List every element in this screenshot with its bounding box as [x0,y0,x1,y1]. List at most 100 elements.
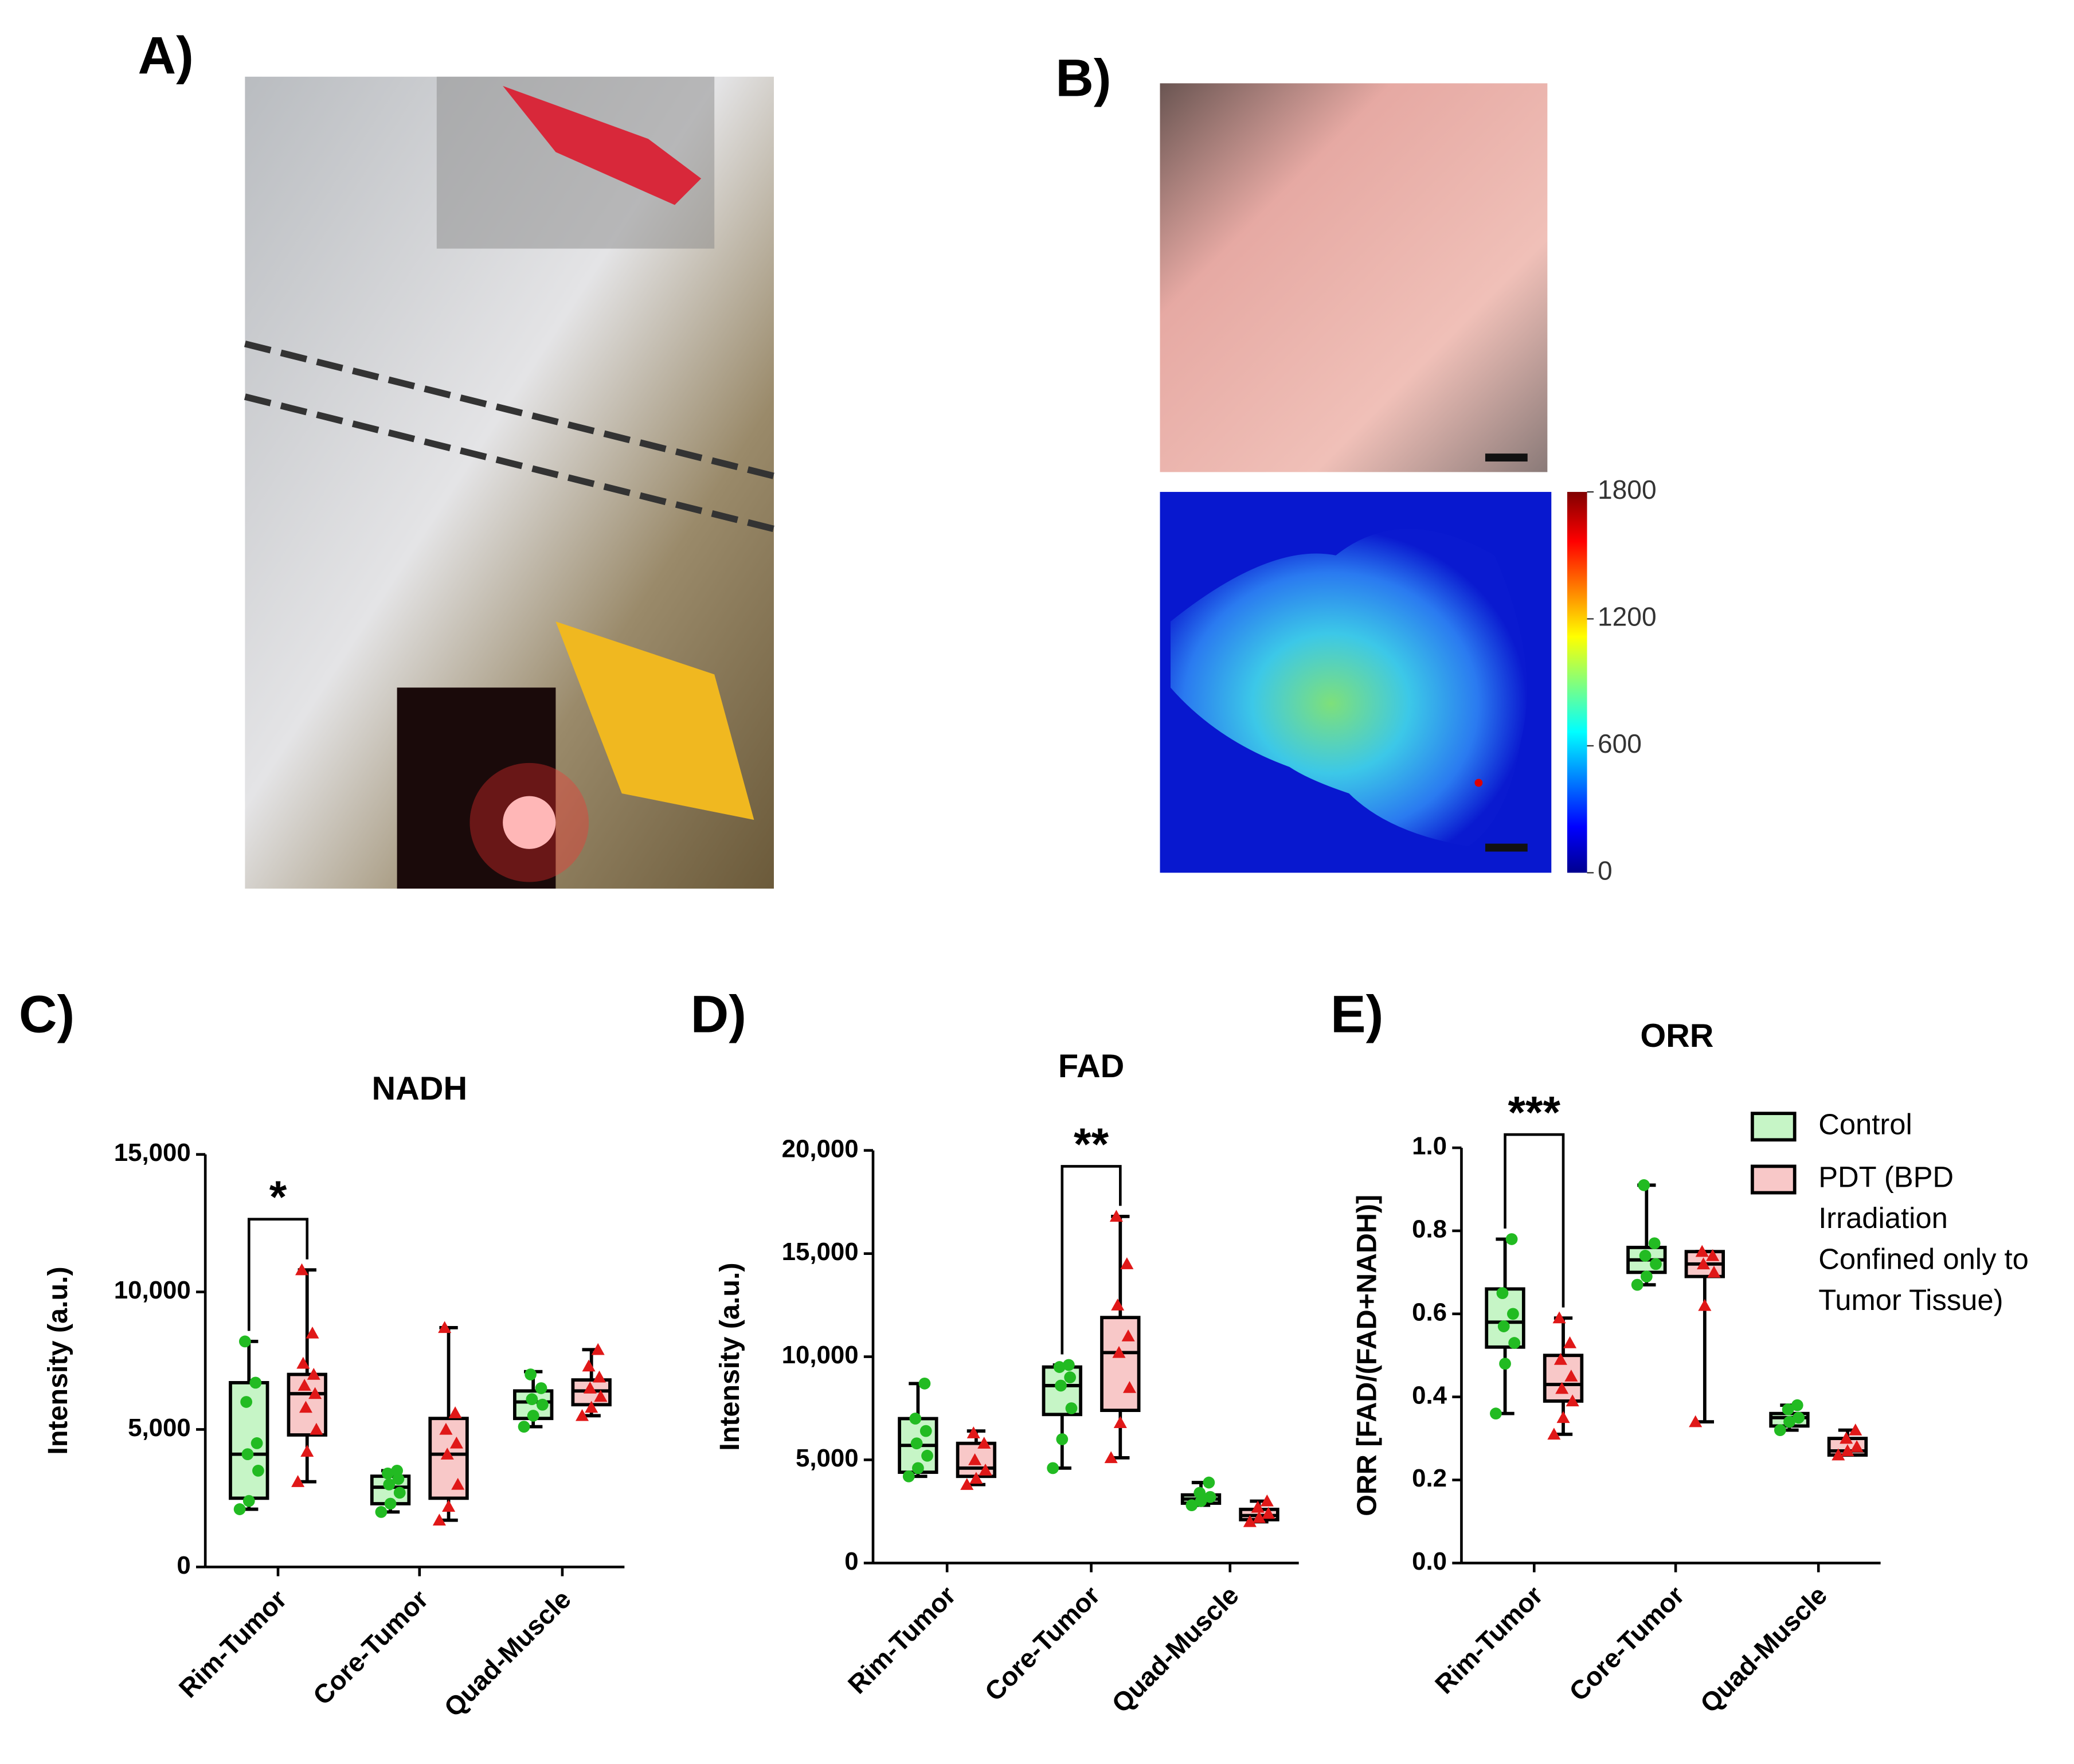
data-point [910,1437,923,1450]
y-tick-label: 10,000 [114,1276,191,1304]
data-point [535,1382,547,1394]
y-tick-label: 0.8 [1412,1215,1447,1243]
y-axis-label: ORR [FAD/(FAD+NADH)] [1352,1195,1383,1516]
data-point [1064,1371,1077,1383]
x-tick-label: Quad-Muscle [1695,1580,1833,1719]
data-point [298,1379,311,1391]
data-point [1563,1336,1577,1348]
colorbar-tick-label: 1200 [1598,602,1657,632]
data-point [1695,1245,1709,1257]
significance-label: * [269,1172,287,1222]
data-point [1791,1399,1803,1411]
data-point [1047,1462,1059,1474]
panel-label: C) [19,984,75,1043]
data-point [527,1410,539,1422]
y-axis-label: Intensity (a.u.) [714,1262,745,1450]
y-tick-label: 0.2 [1412,1464,1447,1492]
data-point [1243,1515,1257,1527]
chart-title: ORR [1640,1018,1713,1054]
significance-bracket [1504,1133,1565,1308]
data-point [299,1401,312,1413]
data-point [1698,1298,1712,1311]
data-point [594,1390,608,1402]
significance-label: ** [1074,1119,1109,1170]
data-point [1112,1346,1126,1358]
y-tick-label: 5,000 [796,1444,859,1472]
data-point [1062,1359,1075,1371]
x-tick-label: Core-Tumor [979,1580,1106,1707]
x-tick-label: Rim-Tumor [1429,1580,1548,1699]
photo-tissue [1160,83,1548,472]
data-point [1840,1431,1853,1444]
data-point [1490,1407,1502,1420]
chart-title: FAD [1058,1048,1124,1085]
data-point [1505,1233,1518,1245]
data-point [1262,1507,1275,1519]
data-point [383,1479,396,1491]
data-point [1706,1249,1720,1261]
data-point [1850,1440,1864,1452]
legend-label: PDT (BPD Irradiation Confined only to Tumor… [1818,1161,2029,1317]
data-point [1065,1402,1078,1414]
data-point [1113,1416,1127,1428]
data-point [1553,1352,1567,1365]
data-point [375,1505,388,1518]
data-point [384,1497,397,1510]
photo-setup [244,76,775,889]
colorbar [1567,492,1587,873]
data-point [1650,1258,1662,1270]
x-tick-label: Quad-Muscle [438,1584,577,1723]
data-point [1564,1369,1578,1382]
data-point [1696,1257,1711,1270]
chart-title: NADH [372,1070,468,1107]
panel-label: D) [691,984,746,1043]
data-point [251,1437,263,1449]
significance-bracket [247,1218,309,1331]
data-point [526,1393,538,1406]
data-point [391,1465,403,1477]
data-point [308,1387,322,1399]
data-point [1640,1270,1653,1283]
data-point [1496,1287,1509,1300]
data-point [909,1413,922,1425]
data-point [440,1448,454,1460]
significance-label: *** [1508,1087,1561,1137]
y-tick-label: 10,000 [782,1341,859,1369]
data-point [1508,1337,1521,1349]
data-point [1120,1257,1134,1269]
data-point [919,1425,932,1437]
data-point [1506,1308,1519,1320]
data-point [1783,1415,1795,1428]
data-point [902,1470,915,1483]
data-point [296,1356,310,1369]
y-tick-label: 0 [844,1547,858,1575]
data-point [252,1465,264,1477]
data-point [912,1462,924,1474]
data-point [1631,1278,1643,1291]
data-point [310,1422,323,1435]
data-point [1556,1411,1570,1423]
data-point [592,1370,606,1383]
data-point [1499,1358,1511,1370]
data-point [442,1500,456,1512]
panel-label: E) [1331,984,1383,1043]
data-point [1782,1403,1794,1415]
data-point [536,1398,549,1411]
data-point [1547,1427,1561,1440]
data-point [1109,1210,1123,1222]
x-tick-label: Rim-Tumor [842,1580,961,1699]
x-tick-label: Rim-Tumor [173,1584,292,1703]
data-point [240,1396,253,1408]
scale-bar [1485,453,1528,462]
data-point [525,1368,537,1380]
data-point [432,1513,446,1526]
data-point [242,1495,255,1507]
data-point [439,1422,453,1435]
data-point [1832,1448,1845,1461]
data-point [1204,1491,1216,1503]
data-point [1841,1444,1854,1457]
data-point [969,1472,983,1484]
data-point [291,1475,305,1487]
data-point [977,1437,991,1449]
